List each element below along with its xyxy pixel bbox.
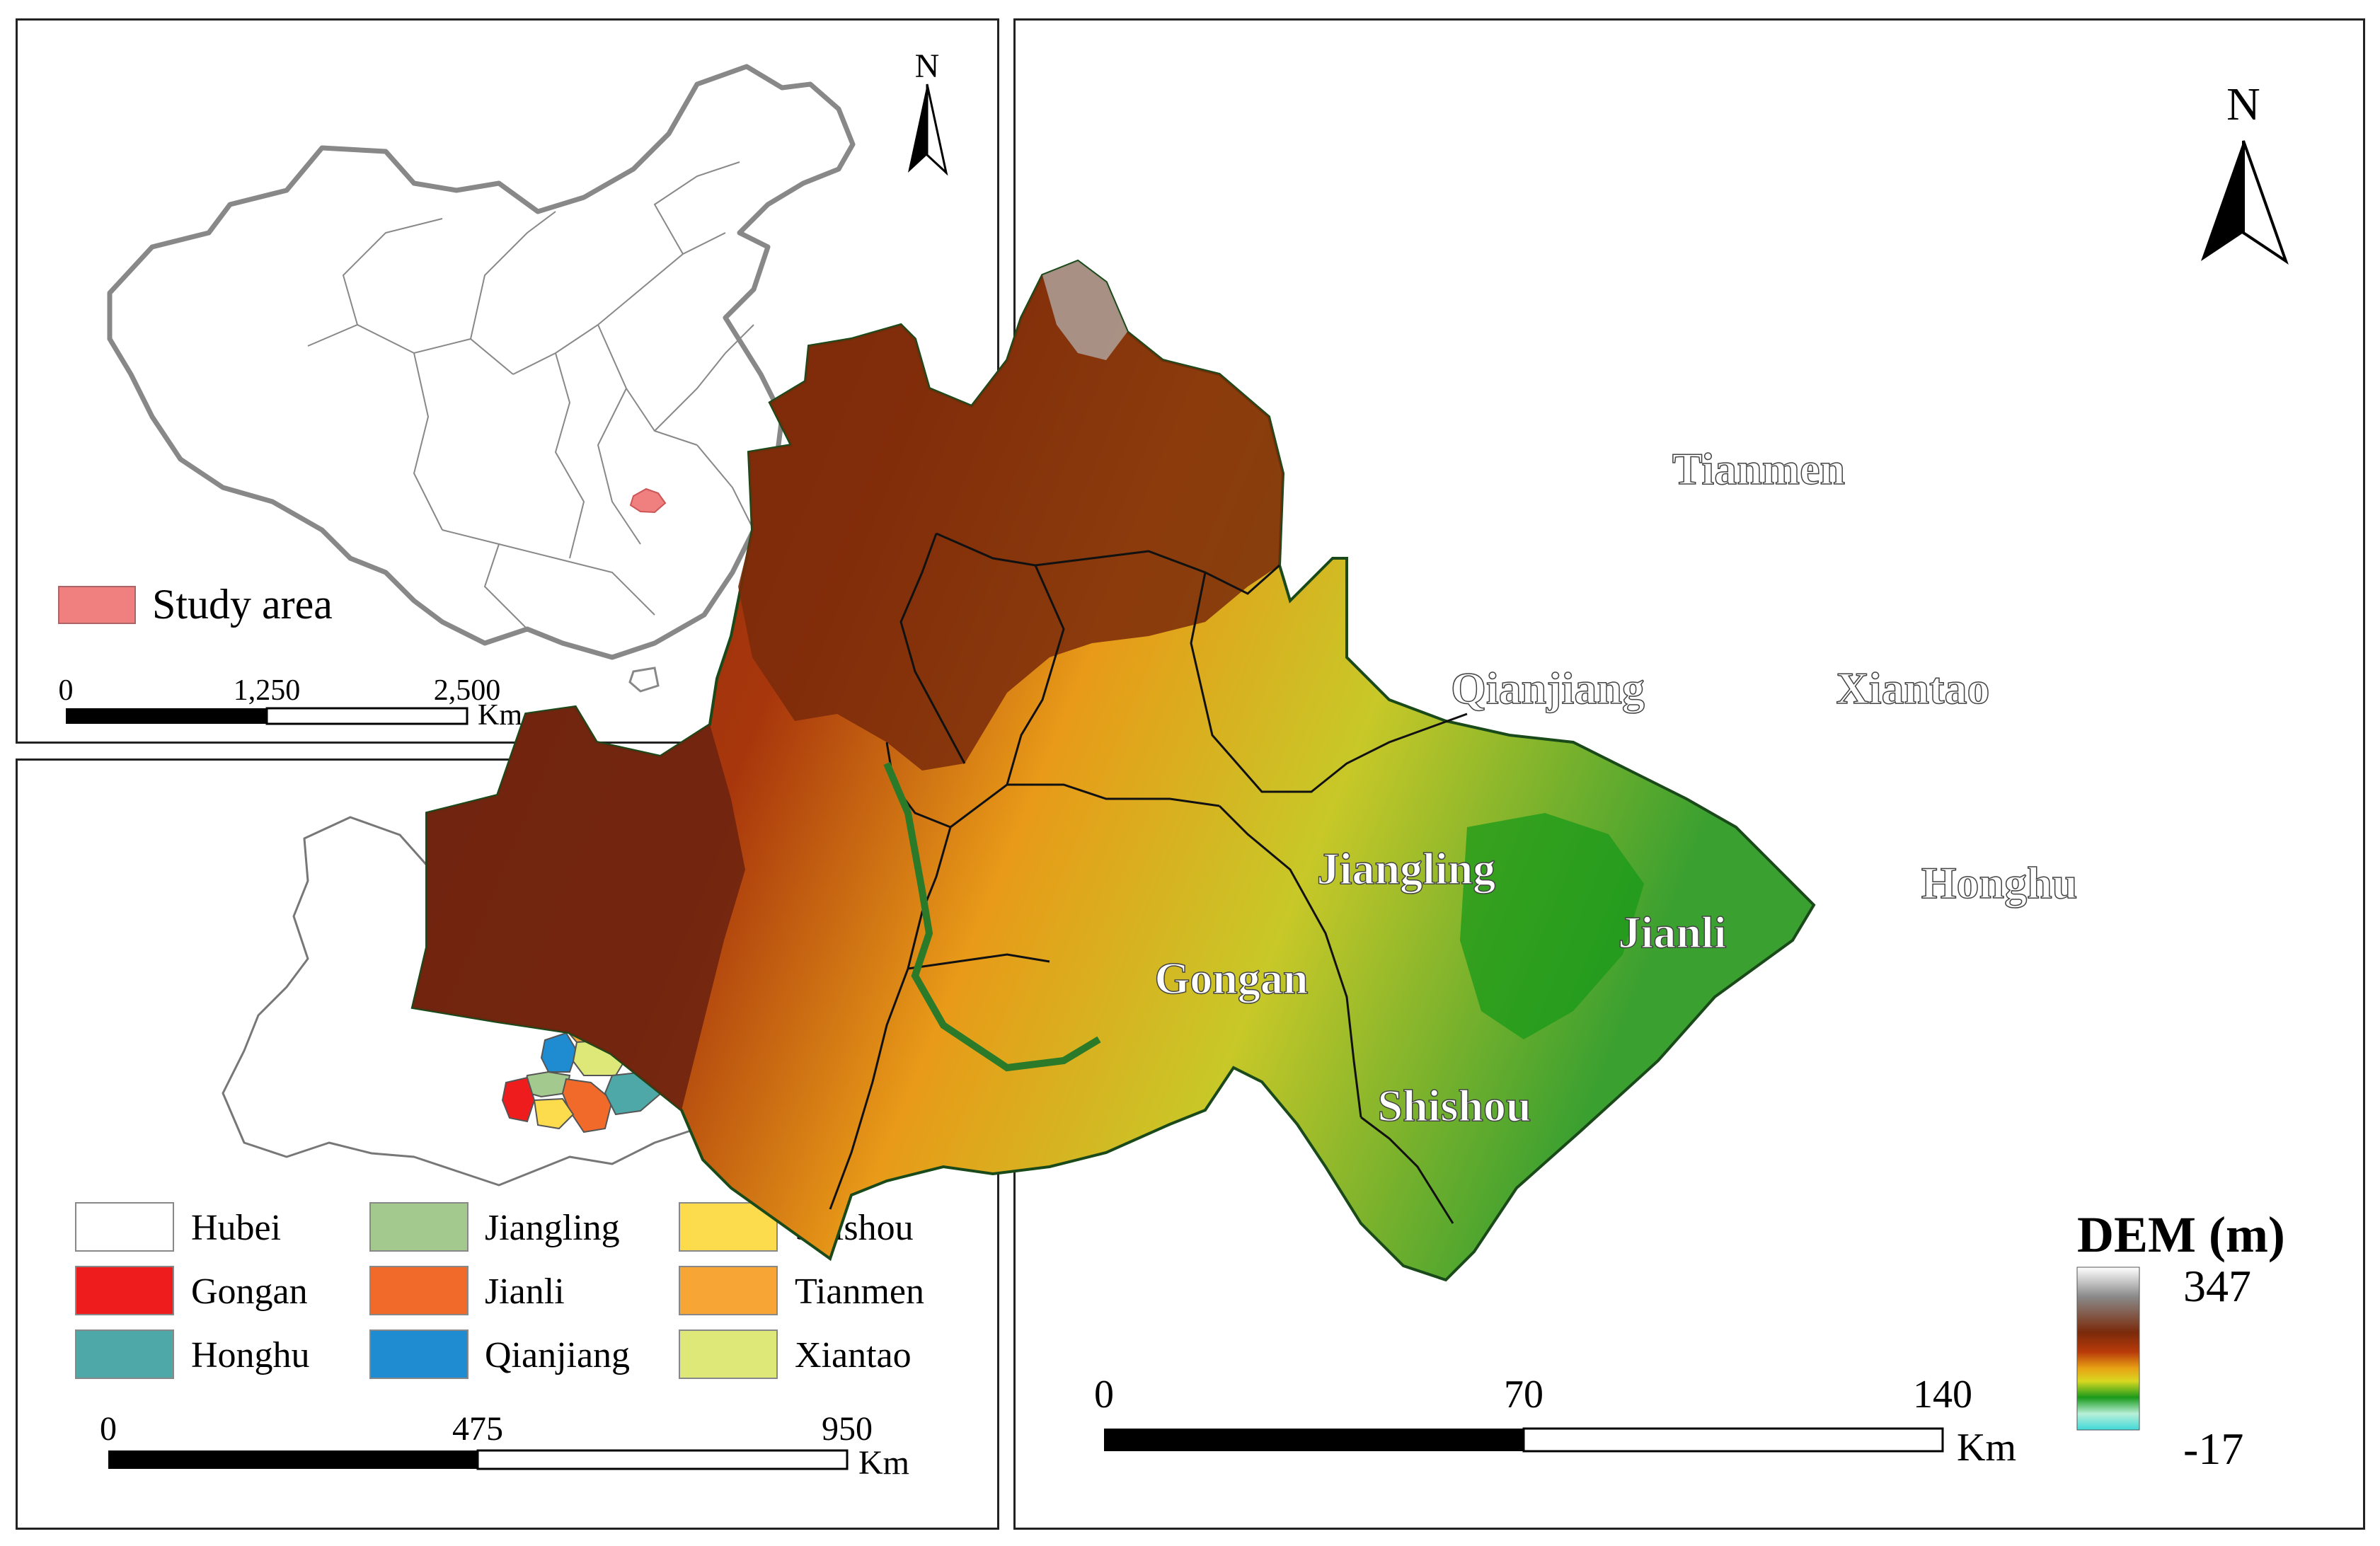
hubei-map: N Hubei Jiangling Shishou Gongan Jianli … xyxy=(75,802,924,1482)
gongan-lowland xyxy=(413,707,745,1110)
scale-tick-label: 1,250 xyxy=(234,674,301,707)
dem-color-ramp xyxy=(2076,1267,2140,1431)
scale-bar: 0 475 950 Km xyxy=(100,1410,909,1482)
scale-unit: Km xyxy=(858,1444,909,1482)
yangtze-river xyxy=(883,762,1101,1072)
scale-bar: 0 1,250 2,500 Km xyxy=(59,674,523,732)
scale-unit: Km xyxy=(1957,1426,2016,1470)
study-area-swatch xyxy=(58,586,136,624)
scale-tick-label: 0 xyxy=(100,1410,117,1448)
legend-label: Honghu xyxy=(191,1335,310,1375)
legend-label: Tianmen xyxy=(795,1271,924,1312)
legend-label: Qianjiang xyxy=(485,1335,630,1375)
scale-tick-label: 0 xyxy=(1094,1373,1114,1417)
scale-tick-label: 950 xyxy=(822,1410,873,1448)
north-arrow-icon xyxy=(2201,140,2289,265)
north-label: N xyxy=(2226,79,2260,130)
legend-label: Jiangling xyxy=(485,1208,620,1248)
scale-unit: Km xyxy=(478,699,522,732)
north-label: N xyxy=(915,47,940,85)
dem-map-panel: Tianmen Qianjiang Xiantao Jiangling Jian… xyxy=(410,18,2365,1530)
region-label-qianjiang: Qianjiang xyxy=(1451,663,1645,713)
highland-tianmen-north xyxy=(1042,261,1127,360)
region-label-gongan: Gongan xyxy=(1155,953,1309,1003)
region-label-honghu: Honghu xyxy=(1921,858,2078,908)
legend-label: Xiantao xyxy=(795,1335,912,1375)
honghu-wetland xyxy=(1460,813,1644,1039)
study-area-label: Study area xyxy=(152,581,333,628)
china-outline xyxy=(107,64,856,660)
scale-tick-label: 0 xyxy=(59,674,74,707)
north-arrow-icon xyxy=(908,83,948,176)
county-legend: Hubei Jiangling Shishou Gongan Jianli Ti… xyxy=(75,1202,924,1379)
county-jianli xyxy=(561,1078,614,1133)
county-boundaries xyxy=(829,532,1468,1224)
highland-tianmen-qianjiang xyxy=(738,261,1283,771)
region-label-tianmen: Tianmen xyxy=(1672,444,1845,494)
dem-legend-max: 347 xyxy=(2183,1261,2251,1311)
dem-legend-title: DEM (m) xyxy=(2077,1206,2285,1263)
region-label-xiantao: Xiantao xyxy=(1836,663,1990,713)
legend-label: Gongan xyxy=(191,1271,308,1312)
county-gongan xyxy=(501,1076,536,1123)
hainan-island xyxy=(628,667,660,693)
dem-map: Tianmen Qianjiang Xiantao Jiangling Jian… xyxy=(410,79,2289,1474)
scale-bar: 0 70 140 Km xyxy=(1094,1373,2016,1470)
province-boundaries xyxy=(307,161,754,630)
legend-label: Jianli xyxy=(485,1271,565,1312)
study-area-marker xyxy=(629,488,667,514)
region-label-jiangling: Jiangling xyxy=(1317,843,1496,894)
county-shishou xyxy=(533,1097,575,1130)
scale-tick-label: 2,500 xyxy=(434,674,501,707)
scale-tick-label: 140 xyxy=(1913,1373,1972,1417)
dem-legend-min: -17 xyxy=(2183,1424,2243,1474)
region-label-shishou: Shishou xyxy=(1377,1080,1531,1131)
scale-tick-label: 70 xyxy=(1504,1373,1543,1417)
region-label-jianli: Jianli xyxy=(1619,907,1727,957)
legend-label: Hubei xyxy=(191,1208,281,1248)
scale-tick-label: 475 xyxy=(452,1410,503,1448)
